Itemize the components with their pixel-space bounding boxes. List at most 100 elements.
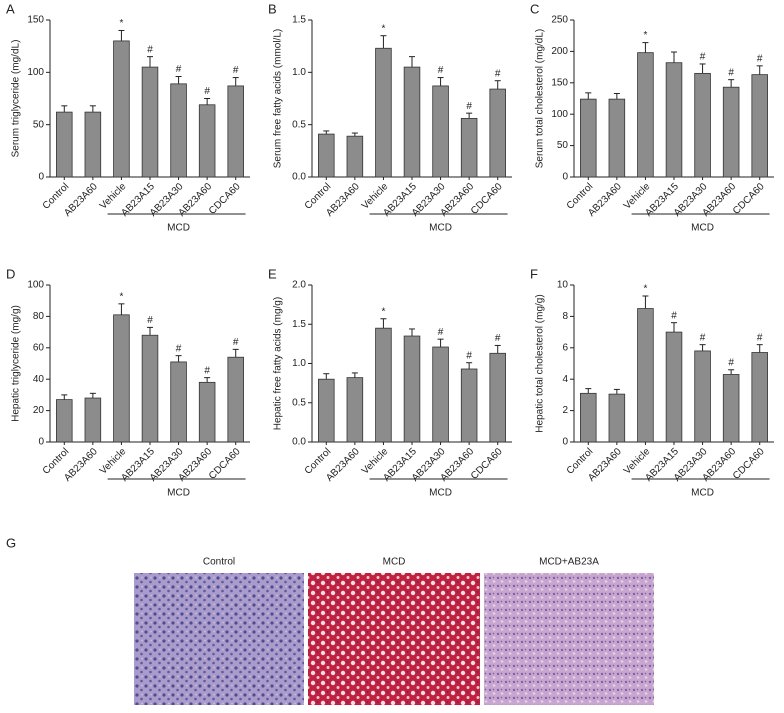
significance-mark: # <box>204 86 210 97</box>
x-tick-label: CDCA60 <box>207 181 243 217</box>
y-tick-label: 0.0 <box>292 437 306 448</box>
y-tick-label: 0.5 <box>292 119 306 130</box>
bar <box>198 104 216 178</box>
significance-mark: # <box>495 333 501 344</box>
y-tick-label: 2.0 <box>292 280 306 291</box>
y-tick-label: 0 <box>38 172 44 183</box>
y-tick-label: 1.5 <box>292 15 306 26</box>
y-tick-label: 2 <box>562 405 568 416</box>
bar <box>403 335 421 443</box>
bar <box>489 88 506 178</box>
bar <box>170 83 187 178</box>
significance-mark: # <box>700 52 706 63</box>
y-tick-label: 4 <box>562 374 568 385</box>
significance-mark: * <box>381 23 385 34</box>
bar <box>56 399 73 443</box>
significance-mark: # <box>700 332 706 343</box>
bar <box>432 85 449 178</box>
x-tick-label: CDCA60 <box>731 446 767 482</box>
y-tick-label: 1.0 <box>292 67 306 78</box>
bar <box>56 111 73 178</box>
y-tick-label: 1.5 <box>292 319 306 330</box>
y-axis-label: Serum total cholesterol (mg/dL) <box>535 29 546 169</box>
image-label: MCD <box>383 557 406 568</box>
bar <box>460 368 478 443</box>
group-label: MCD <box>167 223 190 234</box>
bar <box>637 308 654 443</box>
panel-label: C <box>530 1 539 16</box>
y-tick-label: 0.5 <box>292 397 306 408</box>
y-axis-label: Serum triglyceride (mg/dL) <box>11 40 22 158</box>
x-tick-label: CDCA60 <box>469 446 505 482</box>
bar <box>722 374 740 443</box>
group-label: MCD <box>429 488 452 499</box>
y-tick-label: 60 <box>33 342 45 353</box>
bar <box>141 334 159 443</box>
y-tick-label: 8 <box>562 311 568 322</box>
bar <box>665 62 683 178</box>
bar <box>608 393 626 443</box>
image-label: MCD+AB23A <box>539 557 599 568</box>
image-label: Control <box>203 557 235 568</box>
y-tick-label: 50 <box>33 119 45 130</box>
bar <box>375 47 392 178</box>
bar <box>694 72 711 178</box>
group-label: MCD <box>429 223 452 234</box>
significance-mark: # <box>728 67 734 78</box>
histology-image <box>308 573 480 705</box>
y-tick-label: 150 <box>551 77 568 88</box>
y-tick-label: 250 <box>551 15 568 26</box>
significance-mark: # <box>466 350 472 361</box>
group-label: MCD <box>691 488 714 499</box>
significance-mark: # <box>147 44 153 55</box>
histology: G Control MCD MCD+AB23A <box>6 535 654 705</box>
bar <box>227 356 244 443</box>
bar <box>751 74 768 178</box>
significance-mark: * <box>119 18 123 29</box>
y-tick-label: 100 <box>551 109 568 120</box>
y-tick-label: 80 <box>33 311 45 322</box>
panel-label: A <box>6 1 15 16</box>
x-tick-label: CDCA60 <box>731 181 767 217</box>
bar <box>694 350 711 443</box>
significance-mark: # <box>757 332 763 343</box>
y-tick-label: 6 <box>562 342 568 353</box>
y-tick-label: 150 <box>27 15 44 26</box>
bar <box>198 381 216 443</box>
significance-mark: # <box>176 343 182 354</box>
significance-mark: * <box>643 30 647 41</box>
group-label: MCD <box>691 223 714 234</box>
y-tick-label: 100 <box>27 280 44 291</box>
y-tick-label: 0 <box>38 437 44 448</box>
significance-mark: # <box>176 64 182 75</box>
y-tick-label: 40 <box>33 374 45 385</box>
x-tick-label: CDCA60 <box>207 446 243 482</box>
bar <box>432 346 449 443</box>
bar <box>84 397 102 443</box>
y-tick-label: 200 <box>551 46 568 57</box>
y-tick-label: 20 <box>33 405 45 416</box>
bar <box>375 327 392 443</box>
bar <box>580 392 597 443</box>
bar <box>751 352 768 443</box>
y-tick-label: 0 <box>562 172 568 183</box>
y-tick-label: 100 <box>27 67 44 78</box>
y-tick-label: 50 <box>557 140 569 151</box>
significance-mark: # <box>728 357 734 368</box>
panel-label: E <box>268 266 277 281</box>
bar <box>460 117 478 178</box>
panel-label: G <box>6 535 16 550</box>
bar <box>489 352 506 443</box>
bar <box>318 378 335 443</box>
bar <box>227 85 244 178</box>
bar <box>318 133 335 178</box>
bar <box>141 66 159 178</box>
panel-label: D <box>6 266 15 281</box>
panel-label: F <box>530 266 538 281</box>
significance-mark: # <box>204 365 210 376</box>
significance-mark: # <box>495 68 501 79</box>
group-label: MCD <box>167 488 190 499</box>
y-tick-label: 0 <box>562 437 568 448</box>
